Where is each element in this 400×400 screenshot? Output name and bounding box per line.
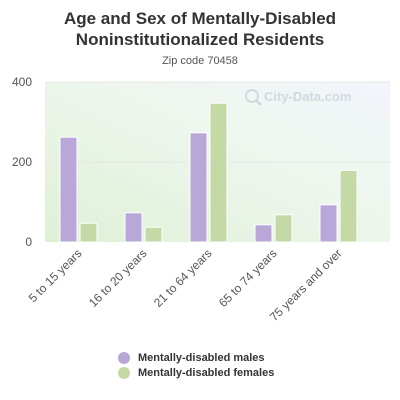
- chart-title: Age and Sex of Mentally-Disabled Noninst…: [0, 8, 400, 50]
- y-tick-label: 0: [25, 235, 32, 249]
- bar-females[interactable]: [209, 102, 228, 243]
- title-line-1: Age and Sex of Mentally-Disabled: [63, 9, 337, 28]
- chart-subtitle: Zip code 70458: [162, 55, 238, 67]
- legend-swatch-males: [118, 351, 130, 364]
- legend-label-males: Mentally-disabled males: [138, 351, 265, 364]
- bar-females[interactable]: [339, 169, 358, 243]
- legend-label-females: Mentally-disabled females: [138, 366, 275, 379]
- watermark-magnifier-handle: [255, 99, 262, 106]
- bar-females[interactable]: [274, 214, 293, 243]
- x-tick-label: 5 to 15 years: [26, 246, 85, 305]
- legend-item-females: Mentally-disabled females: [118, 365, 274, 380]
- bar-males[interactable]: [59, 136, 78, 243]
- legend: Mentally-disabled males Mentally-disable…: [118, 350, 274, 380]
- legend-item-males: Mentally-disabled males: [118, 350, 274, 365]
- bar-females[interactable]: [79, 222, 98, 243]
- x-tick-label: 75 years and over: [267, 246, 345, 324]
- x-tick-label: 65 to 74 years: [216, 246, 280, 310]
- bar-males[interactable]: [254, 224, 273, 243]
- watermark-text: City-Data.com: [264, 89, 351, 104]
- title-line-2: Noninstitutionalized Residents: [75, 30, 325, 49]
- x-tick-label: 21 to 64 years: [151, 246, 215, 310]
- y-tick-label: 200: [12, 155, 32, 169]
- bar-males[interactable]: [189, 132, 208, 243]
- watermark: City-Data.com: [245, 89, 351, 106]
- watermark-magnifier-icon: [245, 89, 259, 103]
- bar-males[interactable]: [319, 204, 338, 243]
- legend-swatch-females: [118, 366, 130, 379]
- bar-females[interactable]: [144, 226, 163, 243]
- x-tick-label: 16 to 20 years: [86, 246, 150, 310]
- bar-males[interactable]: [124, 212, 143, 243]
- y-tick-label: 400: [12, 75, 32, 89]
